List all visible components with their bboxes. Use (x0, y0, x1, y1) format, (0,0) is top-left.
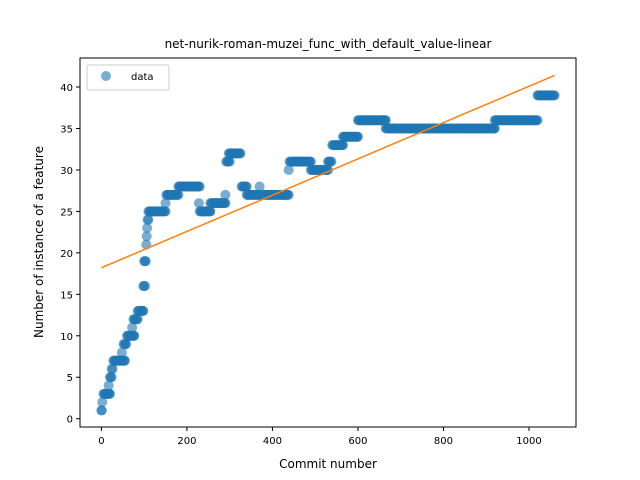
data-point (254, 181, 265, 192)
data-point (173, 189, 184, 200)
data-point (107, 363, 118, 374)
data-point (193, 198, 204, 209)
y-tick-label: 35 (60, 124, 73, 135)
y-tick-label: 30 (60, 166, 73, 177)
x-axis-ticks: 0 200 400 600 800 1000 (98, 427, 542, 447)
data-point (142, 222, 153, 233)
data-point (119, 355, 130, 366)
data-point (532, 115, 543, 126)
data-point (352, 131, 363, 142)
legend-box (86, 64, 170, 91)
data-point (129, 330, 140, 341)
fit-line (101, 74, 555, 269)
data-point (241, 181, 252, 192)
legend-marker-data (101, 71, 111, 81)
data-point (103, 380, 114, 391)
data-point (305, 156, 316, 167)
legend: data (86, 64, 170, 91)
data-point (116, 347, 127, 358)
data-point (489, 123, 500, 134)
data-point (224, 156, 235, 167)
data-point (283, 189, 294, 200)
y-tick-label: 0 (67, 415, 73, 426)
data-point (380, 115, 391, 126)
data-point (283, 164, 294, 175)
x-tick-label: 800 (434, 436, 453, 447)
chart-title: net-nurik-roman-muzei_func_with_default_… (165, 37, 492, 51)
data-point (139, 281, 150, 292)
y-axis-ticks: 0 5 10 15 20 25 30 35 40 (60, 83, 80, 426)
data-point (220, 198, 231, 209)
data-point (140, 256, 151, 267)
data-point (549, 90, 560, 101)
data-point (132, 314, 143, 325)
data-point (127, 322, 138, 333)
y-tick-label: 15 (60, 290, 73, 301)
x-tick-label: 200 (177, 436, 196, 447)
data-point (220, 189, 231, 200)
data-points-layer (96, 90, 560, 416)
y-tick-label: 40 (60, 83, 73, 94)
y-tick-label: 10 (60, 332, 73, 343)
data-point (138, 305, 149, 316)
y-tick-label: 20 (60, 249, 73, 260)
x-axis-label: Commit number (279, 457, 377, 471)
x-tick-label: 1000 (516, 436, 541, 447)
data-point (194, 181, 205, 192)
x-tick-label: 600 (348, 436, 367, 447)
data-point (326, 156, 337, 167)
data-point (97, 397, 108, 408)
legend-label-data: data (131, 72, 154, 83)
y-axis-label: Number of instance of a feature (32, 146, 46, 338)
data-point (121, 339, 132, 350)
data-point (143, 214, 154, 225)
plot-frame (79, 57, 577, 428)
x-tick-label: 400 (263, 436, 282, 447)
data-point (106, 372, 117, 383)
data-point (205, 206, 216, 217)
data-point (235, 148, 246, 159)
y-tick-label: 25 (60, 207, 73, 218)
y-tick-label: 5 (67, 373, 73, 384)
data-point (160, 198, 171, 209)
data-point (141, 231, 152, 242)
data-point (337, 140, 348, 151)
x-tick-label: 0 (98, 436, 104, 447)
data-point (104, 388, 115, 399)
data-point (160, 206, 171, 217)
fit-line-layer (101, 74, 555, 269)
data-point (96, 405, 107, 416)
